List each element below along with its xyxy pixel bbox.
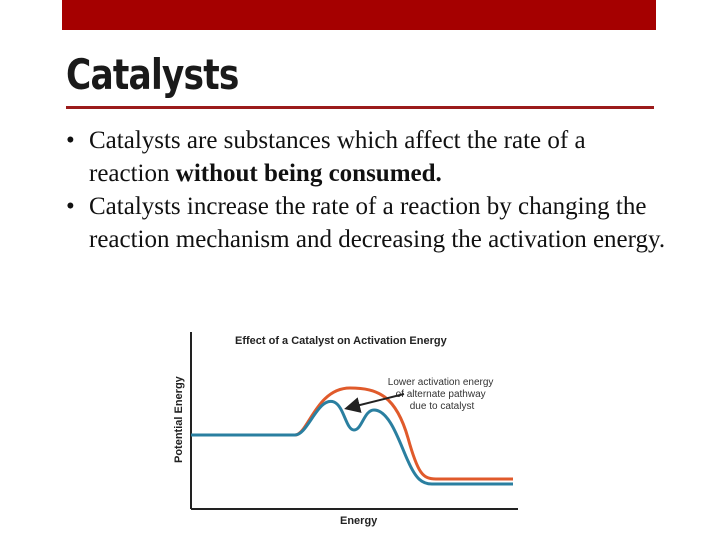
bullet-emphasis: without being consumed. [175,160,442,187]
bullet-item: • Catalysts increase the rate of a react… [66,190,666,256]
x-axis-label: Energy [340,515,378,527]
bullet-marker: • [66,127,75,154]
catalyst-annotation: Lower activation energy of alternate pat… [388,377,496,412]
title-underline [66,106,654,109]
bullet-list: • Catalysts are substances which affect … [66,124,666,256]
bullet-text: Catalysts are substances which affect th… [89,127,586,187]
annotation-line: Lower activation energy [388,377,494,388]
bullet-text: Catalysts increase the rate of a reactio… [89,193,666,253]
slide-title: Catalysts [66,50,239,99]
catalyzed-curve [191,400,513,486]
annotation-arrow [344,393,405,413]
annotation-line: due to catalyst [410,401,475,412]
diagram-title: Effect of a Catalyst on Activation Energ… [235,335,448,347]
bullet-item: • Catalysts are substances which affect … [66,124,666,190]
title-accent-bar [62,0,656,30]
y-axis-label: Potential Energy [173,375,185,463]
annotation-line: of alternate pathway [396,389,486,400]
activation-energy-diagram: Effect of a Catalyst on Activation Energ… [173,332,518,527]
bullet-marker: • [66,193,75,220]
